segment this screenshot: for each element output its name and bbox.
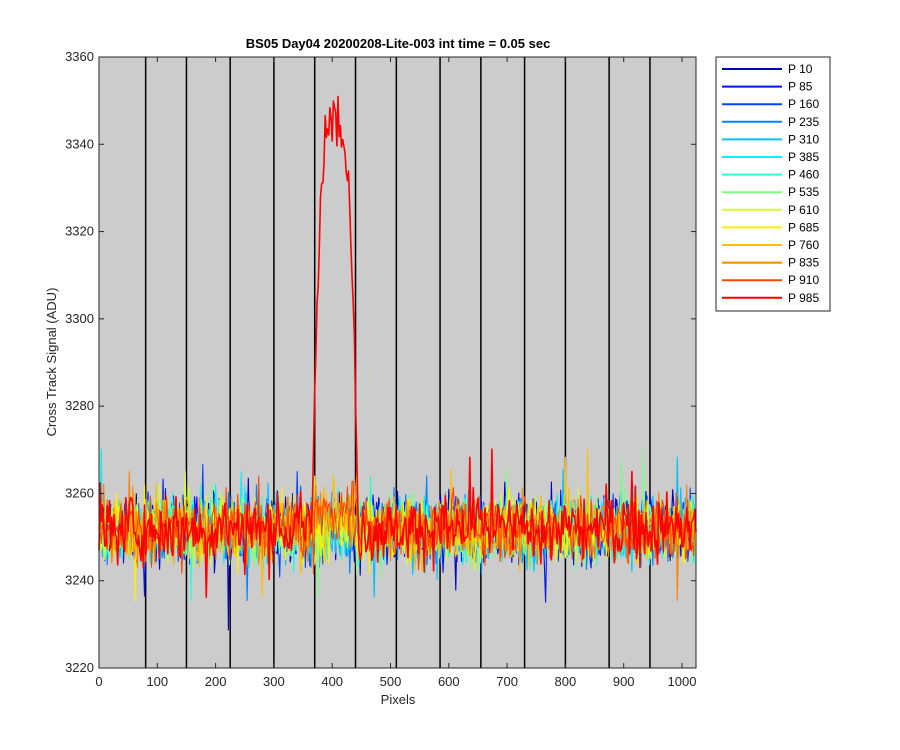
x-tick-label: 800: [555, 674, 577, 689]
legend-label: P 685: [788, 220, 819, 234]
legend-label: P 10: [788, 62, 813, 76]
y-axis-ticks: 3220 3240 3260 3280 3300 3320 3340 3360: [65, 49, 696, 675]
x-tick-label: 500: [380, 674, 402, 689]
legend-label: P 385: [788, 150, 819, 164]
chart-title: BS05 Day04 20200208-Lite-003 int time = …: [246, 36, 551, 51]
x-tick-label: 0: [95, 674, 102, 689]
y-tick-label: 3240: [65, 573, 94, 588]
legend-label: P 910: [788, 273, 819, 287]
y-tick-label: 3220: [65, 660, 94, 675]
x-tick-label: 700: [496, 674, 518, 689]
y-axis-label: Cross Track Signal (ADU): [44, 288, 59, 437]
column-boundary-lines: [144, 57, 651, 668]
x-tick-label: 200: [205, 674, 227, 689]
x-tick-label: 900: [613, 674, 635, 689]
legend: P 10 P 85 P 160 P 235 P 310 P 385 P 460 P 535 P …: [715, 56, 831, 312]
legend-label: P 85: [788, 80, 813, 94]
x-tick-label: 600: [438, 674, 460, 689]
axes: 3220 3240 3260 3280 3300 3320 3340 3360 0 100 200…: [65, 49, 697, 689]
legend-label: P 235: [788, 115, 819, 129]
y-tick-label: 3320: [65, 224, 94, 239]
x-tick-label: 400: [321, 674, 343, 689]
plot-frame: [98, 56, 697, 669]
legend-label: P 610: [788, 203, 819, 217]
legend-label: P 310: [788, 132, 819, 146]
y-tick-label: 3360: [65, 49, 94, 64]
legend-label: P 460: [788, 168, 819, 182]
x-tick-label: 1000: [668, 674, 697, 689]
legend-label: P 160: [788, 97, 819, 111]
y-tick-label: 3280: [65, 398, 94, 413]
legend-label: P 535: [788, 185, 819, 199]
y-tick-label: 3300: [65, 311, 94, 326]
x-axis-ticks: 0 100 200 300 400 500 600 700 800 900 1000: [95, 57, 696, 689]
y-tick-label: 3340: [65, 136, 94, 151]
x-axis-label: Pixels: [381, 692, 416, 707]
legend-box: [715, 56, 831, 312]
plot-area: [99, 57, 696, 668]
series-line: [98, 95, 697, 598]
legend-label: P 985: [788, 291, 819, 305]
x-tick-label: 100: [146, 674, 168, 689]
legend-label: P 760: [788, 238, 819, 252]
x-tick-label: 300: [263, 674, 285, 689]
y-tick-label: 3260: [65, 485, 94, 500]
legend-label: P 835: [788, 256, 819, 270]
series-lines: [98, 95, 697, 631]
legend-items: P 10 P 85 P 160 P 235 P 310 P 385 P 460 P 535 P …: [722, 62, 819, 305]
